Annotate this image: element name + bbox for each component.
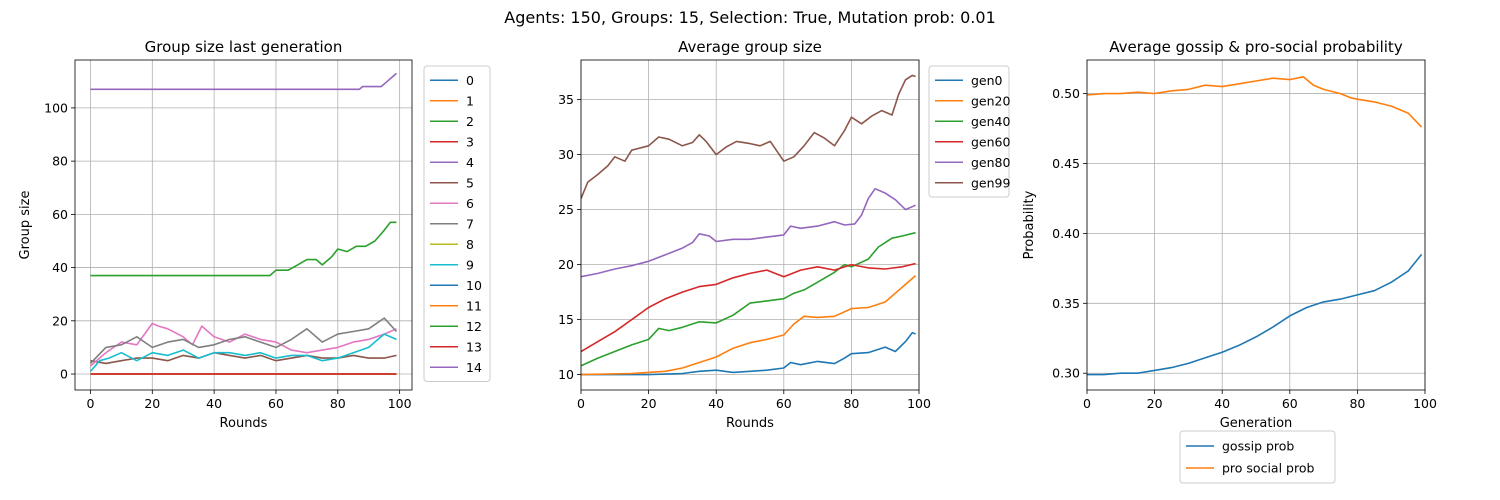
series-line-14 [90,72,398,91]
legend-label: pro social prob [1222,461,1314,476]
legend-label: 11 [466,298,482,313]
x-tick-label: 0 [1083,396,1091,411]
series-line-gen80 [581,187,916,278]
series-line-gen99 [581,74,916,199]
series-line-12 [90,221,397,277]
legend: gen0 gen20 gen40 gen60 gen80 gen99 [928,65,1011,198]
legend-label: 12 [466,319,482,334]
subplot-average-group-size: 0 20 40 60 80 100 10 15 20 25 30 35 Average group si… [558,38,1010,431]
x-axis-label: Rounds [220,416,268,431]
y-tick-label: 0 [60,367,68,382]
series-line-gen0 [581,332,916,376]
x-axis-label: Rounds [726,416,774,431]
y-tick-label: 0.50 [1052,86,1080,101]
legend-label: gen0 [971,73,1003,88]
y-tick-label: 30 [558,147,574,162]
y-tick-label: 20 [52,313,68,328]
legend-label: 8 [466,237,474,252]
legend-label: gen80 [971,155,1011,170]
x-tick-label: 80 [330,396,346,411]
x-tick-label: 20 [641,396,657,411]
y-tick-label: 10 [558,367,574,382]
x-tick-label: 100 [907,396,931,411]
y-tick-label: 60 [52,207,68,222]
y-tick-label: 0.30 [1052,366,1080,381]
x-tick-label: 80 [843,396,859,411]
series-line-pro-social-prob [1087,76,1423,128]
legend-label: gen40 [971,114,1011,129]
subplot-average-probability: 0 20 40 60 80 100 0.30 0.35 0.40 0.45 0.50 Average … [1022,38,1437,484]
legend: gossip prob pro social prob [1179,430,1336,484]
x-tick-label: 100 [388,396,412,411]
series-line-gen20 [581,274,917,376]
legend-label: 7 [466,216,474,231]
y-tick-label: 0.40 [1052,226,1080,241]
y-axis-label: Group size [18,191,33,260]
series-group [89,72,398,375]
series-line-gen60 [581,262,916,353]
legend-label: gen20 [971,93,1011,108]
y-tick-label: 80 [52,154,68,169]
axes-title: Average gossip & pro-social probability [1109,38,1403,56]
legend-label: 13 [466,339,482,354]
x-tick-label: 0 [86,396,94,411]
grid-lines [580,60,920,390]
y-tick-label: 20 [558,257,574,272]
series-line-6 [89,322,397,367]
axes-frame [74,59,413,391]
legend-label: 3 [466,134,474,149]
legend-box [928,65,1010,198]
legend-label: 5 [466,175,474,190]
y-axis-label: Probability [1022,190,1037,259]
y-tick-label: 15 [558,312,574,327]
y-tick-label: 35 [558,92,574,107]
y-tick-label: 0.35 [1052,296,1080,311]
grid-lines [75,60,412,390]
legend-label: gossip prob [1222,439,1294,454]
legend-label: 2 [466,114,474,129]
axes-frame [580,59,920,391]
legend-label: 4 [466,155,474,170]
axes-title: Group size last generation [145,38,343,56]
legend-box [1179,430,1336,484]
legend-label: 9 [466,257,474,272]
legend-label: gen99 [971,175,1011,190]
axes-title: Average group size [678,38,822,56]
series-line-gen40 [581,231,916,367]
x-tick-label: 60 [268,396,284,411]
legend-label: 0 [466,73,474,88]
y-tick-label: 25 [558,202,574,217]
x-tick-label: 40 [708,396,724,411]
series-line-gossip-prob [1087,253,1423,376]
axes-frame [1086,59,1426,391]
y-tick-label: 40 [52,260,68,275]
legend-label: 14 [466,360,482,375]
x-tick-label: 20 [1147,396,1163,411]
x-tick-label: 100 [1413,396,1437,411]
series-line-9 [89,333,397,372]
x-axis-label: Generation [1220,416,1293,431]
y-tick-label: 100 [44,100,68,115]
y-tick-label: 0.45 [1052,156,1080,171]
legend-label: 10 [466,278,482,293]
x-tick-label: 0 [577,396,585,411]
legend-label: gen60 [971,134,1011,149]
x-tick-label: 80 [1349,396,1365,411]
legend-label: 6 [466,196,474,211]
x-tick-label: 40 [1214,396,1230,411]
legend-label: 1 [466,93,474,108]
series-group [1087,76,1423,376]
x-tick-label: 20 [144,396,160,411]
x-tick-label: 60 [776,396,792,411]
grid-lines [1086,60,1426,390]
x-tick-label: 40 [206,396,222,411]
series-group [581,74,917,376]
x-tick-label: 60 [1282,396,1298,411]
series-line-7 [89,317,398,364]
figure-suptitle: Agents: 150, Groups: 15, Selection: True… [504,8,996,27]
